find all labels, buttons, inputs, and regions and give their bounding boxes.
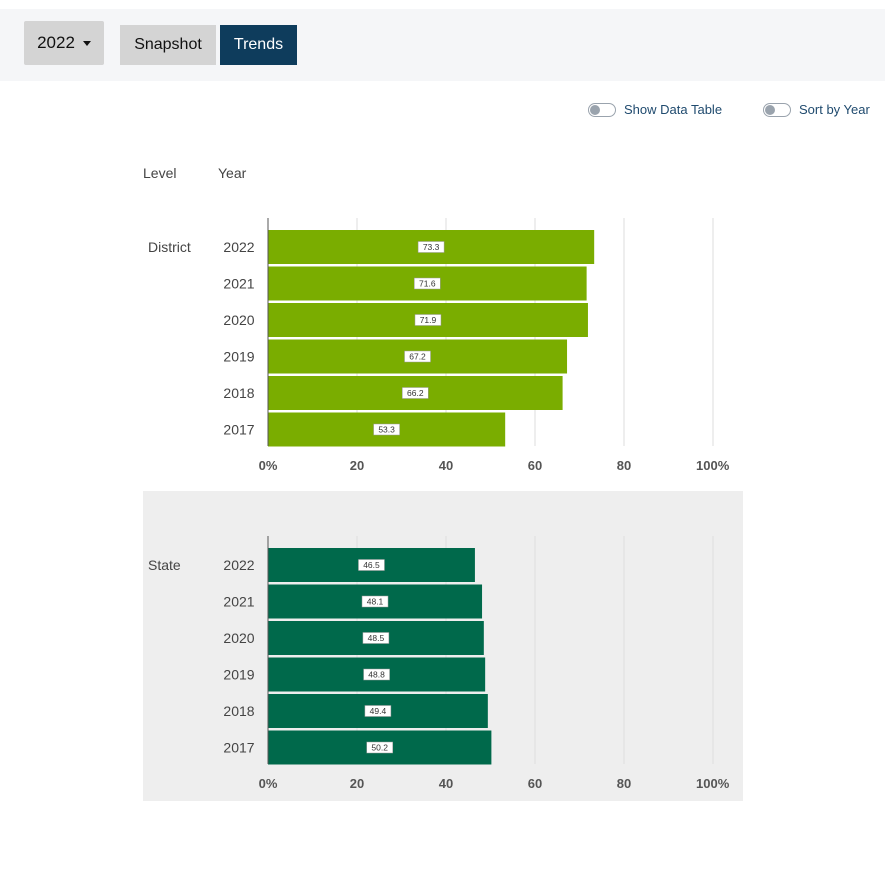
sort-by-year-toggle[interactable]: Sort by Year <box>763 102 870 117</box>
data-label-box <box>414 314 442 326</box>
data-label: 71.9 <box>420 315 437 325</box>
data-label: 53.3 <box>378 425 395 435</box>
data-label-box <box>362 632 390 644</box>
year-label: 2019 <box>223 667 254 683</box>
sort-by-year-label: Sort by Year <box>799 102 870 117</box>
year-label: 2017 <box>223 422 254 438</box>
level-column-header: Level <box>143 165 177 181</box>
year-label: 2020 <box>223 312 254 328</box>
show-data-table-label: Show Data Table <box>624 102 723 117</box>
state-level-label: State <box>148 557 181 573</box>
district-chart-panel: District 73.3 2022 71.6 2021 71.9 2020 67.2 201… <box>143 200 743 490</box>
caret-down-icon <box>82 41 91 46</box>
tab-snapshot[interactable]: Snapshot <box>120 25 216 65</box>
district-bar-chart: 73.3 2022 71.6 2021 71.9 2020 67.2 2019 66.2 2018… <box>223 218 730 473</box>
year-label: 2020 <box>223 630 254 646</box>
x-tick-label: 0% <box>259 776 278 791</box>
show-data-table-toggle[interactable]: Show Data Table <box>588 102 722 117</box>
year-label: 2022 <box>223 557 254 573</box>
data-label: 46.5 <box>363 560 380 570</box>
x-tick-label: 100% <box>696 458 730 473</box>
x-tick-label: 40 <box>439 458 453 473</box>
year-column-header: Year <box>218 165 247 181</box>
toggle-switch-icon <box>763 102 791 117</box>
state-bar-chart: 46.5 2022 48.1 2021 48.5 2020 48.8 2019 49.4 2018… <box>223 536 730 791</box>
data-label: 73.3 <box>423 242 440 252</box>
top-toolbar: 2022 Snapshot Trends <box>0 9 885 81</box>
data-label-box <box>361 595 389 608</box>
x-tick-label: 80 <box>617 458 631 473</box>
data-label: 67.2 <box>409 352 426 362</box>
x-tick-label: 20 <box>350 776 364 791</box>
district-level-label: District <box>148 239 191 255</box>
year-label: 2019 <box>223 349 254 365</box>
data-label: 71.6 <box>419 279 436 289</box>
data-label-box <box>364 705 392 717</box>
tab-trends[interactable]: Trends <box>220 25 297 65</box>
x-tick-label: 80 <box>617 776 631 791</box>
data-label-box <box>363 668 390 681</box>
year-label: 2021 <box>223 276 254 292</box>
data-label-box <box>373 423 400 436</box>
x-tick-label: 20 <box>350 458 364 473</box>
x-tick-label: 60 <box>528 458 542 473</box>
x-tick-label: 60 <box>528 776 542 791</box>
year-label: 2022 <box>223 239 254 255</box>
data-label-box <box>366 741 393 754</box>
data-label: 66.2 <box>407 388 424 398</box>
data-label-box <box>358 559 385 571</box>
state-chart-panel: State 46.5 2022 48.1 2021 48.5 2020 48.8 2019 49… <box>143 491 743 801</box>
data-label: 48.1 <box>367 597 384 607</box>
toggle-switch-icon <box>588 102 616 117</box>
year-label: 2017 <box>223 740 254 756</box>
year-dropdown[interactable]: 2022 <box>24 21 104 65</box>
data-label-box <box>417 241 445 253</box>
data-label: 50.2 <box>371 743 388 753</box>
year-label: 2018 <box>223 703 254 719</box>
data-label: 49.4 <box>370 706 387 716</box>
year-label: 2018 <box>223 385 254 401</box>
data-label-box <box>404 350 431 363</box>
data-label-box <box>402 387 429 399</box>
x-tick-label: 0% <box>259 458 278 473</box>
data-label-box <box>414 277 441 290</box>
x-tick-label: 100% <box>696 776 730 791</box>
x-tick-label: 40 <box>439 776 453 791</box>
data-label: 48.5 <box>368 633 385 643</box>
year-dropdown-value: 2022 <box>37 33 75 52</box>
year-label: 2021 <box>223 594 254 610</box>
data-label: 48.8 <box>368 670 385 680</box>
